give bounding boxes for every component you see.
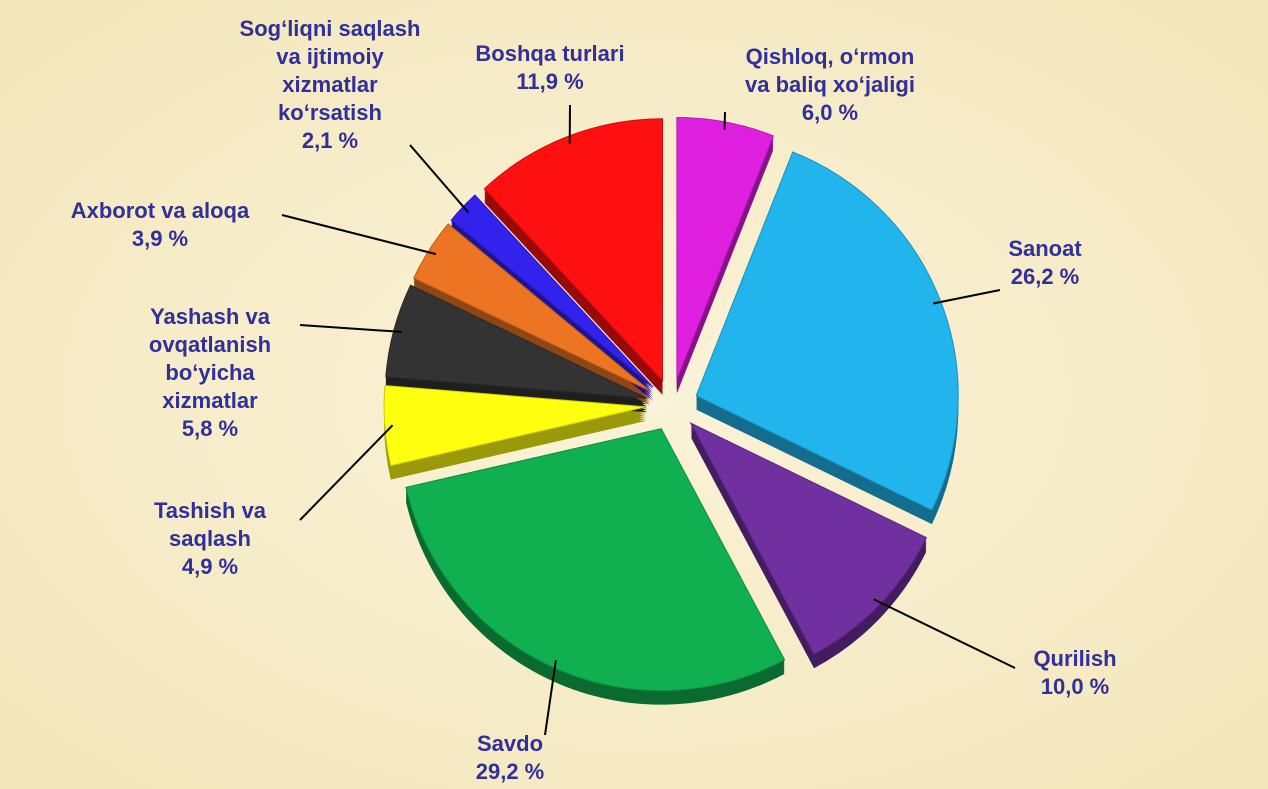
slice-label: Savdo bbox=[477, 731, 543, 756]
value-label: 10,0 % bbox=[1041, 674, 1110, 699]
slice-label: Tashish va saqlash bbox=[154, 498, 267, 551]
value-label: 3,9 % bbox=[132, 226, 188, 251]
slice-label: Yashash va ovqatlanish bo‘yicha xizmatlar bbox=[149, 304, 271, 413]
leader-line bbox=[932, 289, 1001, 305]
slice-label: Sanoat bbox=[1008, 236, 1082, 261]
slice bbox=[676, 116, 774, 380]
value-label: 26,2 % bbox=[1011, 264, 1080, 289]
slice bbox=[689, 421, 928, 655]
slice-label: Sog‘liqni saqlash va ijtimoiy xizmatlar ko‘… bbox=[240, 16, 421, 125]
leader-line bbox=[723, 111, 726, 130]
leader-line bbox=[409, 144, 470, 214]
slice-label: Qishloq, o‘rmon va baliq xo‘jaligi bbox=[745, 44, 915, 97]
value-label: 2,1 % bbox=[302, 128, 358, 153]
value-label: 5,8 % bbox=[182, 416, 238, 441]
slice bbox=[483, 118, 664, 383]
slice bbox=[695, 151, 959, 511]
slice-label: Qurilish bbox=[1033, 646, 1116, 671]
leader-line bbox=[281, 214, 437, 256]
value-label: 29,2 % bbox=[476, 759, 545, 784]
value-label: 11,9 % bbox=[516, 69, 583, 94]
leader-line bbox=[544, 659, 557, 736]
leader-line bbox=[873, 598, 1016, 669]
slice bbox=[385, 284, 648, 399]
leader-line bbox=[299, 424, 394, 521]
slice-label: Boshqa turlari bbox=[475, 41, 624, 66]
value-label: 4,9 % bbox=[182, 554, 238, 579]
slice bbox=[383, 384, 647, 467]
slice bbox=[405, 428, 786, 692]
value-label: 6,0 % bbox=[802, 100, 858, 125]
slice-label: Axborot va aloqa bbox=[71, 198, 250, 223]
leader-line bbox=[299, 324, 402, 333]
slice bbox=[413, 223, 651, 392]
